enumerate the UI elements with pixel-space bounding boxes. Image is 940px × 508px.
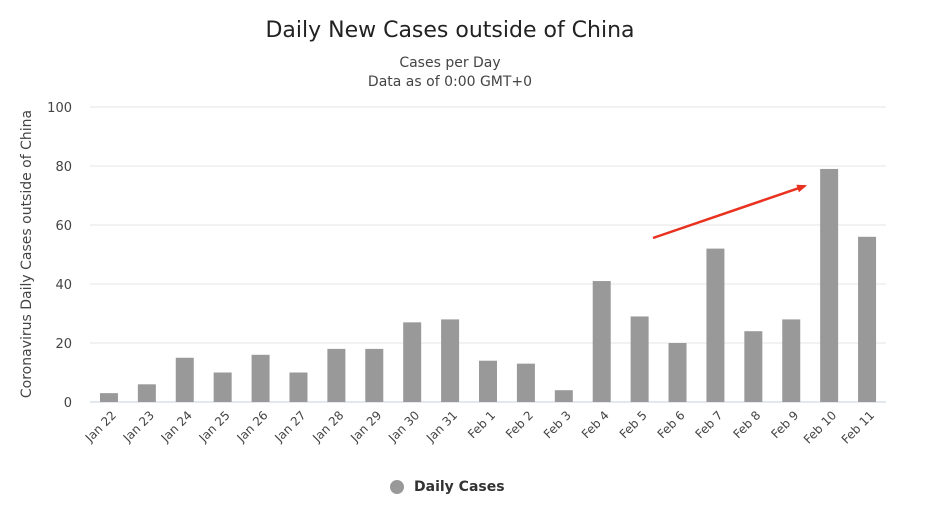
- x-tick-label: Feb 11: [839, 408, 877, 446]
- x-tick-label: Feb 9: [768, 408, 801, 441]
- y-tick-label: 80: [55, 160, 72, 175]
- x-tick-label: Feb 7: [693, 408, 726, 441]
- y-axis-label: Coronavirus Daily Cases outside of China: [19, 110, 35, 398]
- bar[interactable]: [668, 343, 687, 402]
- legend-swatch-icon: [390, 480, 404, 494]
- bar[interactable]: [706, 248, 725, 402]
- bar[interactable]: [820, 168, 839, 402]
- x-tick-label: Feb 3: [541, 408, 574, 441]
- bar[interactable]: [554, 390, 573, 402]
- bar[interactable]: [137, 384, 156, 402]
- y-tick-label: 60: [55, 219, 72, 234]
- x-tick-label: Jan 22: [82, 408, 119, 445]
- bar[interactable]: [213, 372, 232, 403]
- bar[interactable]: [479, 360, 497, 402]
- x-tick-label: Jan 27: [271, 408, 308, 445]
- x-tick-label: Feb 6: [655, 408, 688, 441]
- legend-label: Daily Cases: [414, 479, 505, 495]
- x-tick-label: Jan 24: [158, 408, 195, 445]
- chart-subtitle: Cases per Day: [399, 55, 501, 71]
- bar[interactable]: [441, 319, 460, 402]
- x-tick-label: Feb 1: [465, 408, 498, 441]
- x-tick-label: Feb 2: [503, 408, 536, 441]
- bar[interactable]: [327, 348, 346, 402]
- bar[interactable]: [858, 236, 877, 402]
- bar[interactable]: [782, 319, 801, 402]
- y-tick-label: 0: [64, 396, 72, 411]
- bar[interactable]: [403, 322, 422, 402]
- x-tick-label: Feb 8: [730, 408, 763, 441]
- x-tick-label: Feb 10: [801, 408, 839, 446]
- bar[interactable]: [516, 363, 535, 402]
- x-tick-label: Jan 28: [309, 408, 346, 445]
- x-tick-label: Feb 4: [579, 408, 612, 441]
- bar[interactable]: [289, 372, 308, 403]
- chart-subtitle-date: Data as of 0:00 GMT+0: [367, 74, 533, 90]
- y-tick-label: 100: [47, 101, 72, 116]
- chart-title: Daily New Cases outside of China: [265, 18, 635, 43]
- x-tick-label: Jan 29: [347, 408, 384, 445]
- annotation-arrow: [652, 184, 808, 240]
- x-tick-label: Jan 23: [120, 408, 157, 445]
- x-tick-label: Jan 25: [196, 408, 233, 445]
- bar[interactable]: [99, 393, 118, 402]
- bar[interactable]: [744, 331, 763, 402]
- y-tick-label: 20: [55, 337, 72, 352]
- bar[interactable]: [175, 357, 194, 402]
- bar[interactable]: [365, 348, 384, 402]
- bar[interactable]: [592, 281, 611, 402]
- y-tick-label: 40: [55, 278, 72, 293]
- bar[interactable]: [251, 354, 270, 402]
- x-tick-label: Jan 31: [423, 408, 460, 445]
- bar[interactable]: [630, 316, 649, 402]
- x-tick-label: Feb 5: [617, 408, 650, 441]
- x-tick-label: Jan 30: [385, 408, 422, 445]
- legend[interactable]: Daily Cases: [390, 479, 505, 495]
- x-tick-label: Jan 26: [234, 408, 271, 445]
